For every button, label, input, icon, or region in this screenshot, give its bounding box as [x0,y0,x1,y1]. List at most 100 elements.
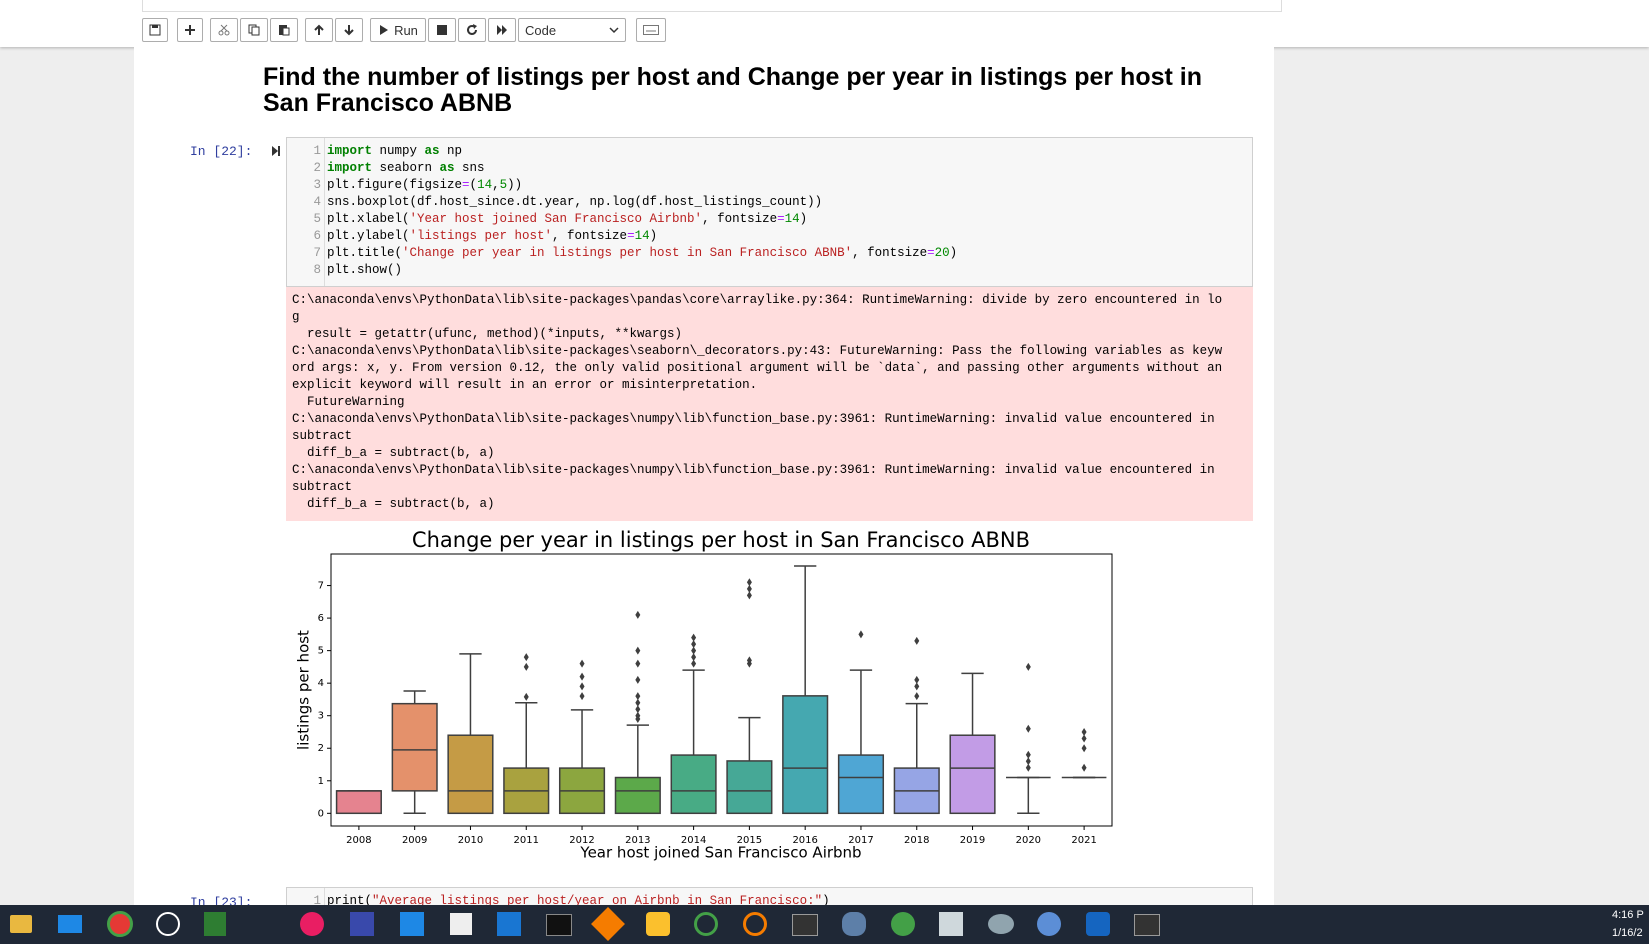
outlier [635,692,641,701]
explorer-icon[interactable] [10,915,32,933]
x-tick-label: 2015 [737,835,762,846]
notepad-icon[interactable] [450,913,472,935]
app-icon[interactable] [350,912,374,936]
line-number: 1 [313,894,321,908]
outlier [1025,763,1031,772]
header-strip [142,0,1282,12]
line-number: 4 [313,195,321,209]
icon [344,25,354,36]
add-cell-button[interactable] [177,18,203,42]
mongo-icon[interactable] [891,912,915,936]
paste-button[interactable] [270,18,298,42]
box [726,760,773,815]
x-tick-label: 2019 [960,835,985,846]
r-icon[interactable] [1037,912,1061,936]
icon [248,24,260,36]
outlier [691,633,697,642]
outlier [746,591,752,600]
line-number: 6 [313,229,321,243]
outlier [1081,727,1087,736]
code-cell[interactable]: 1 import numpy as np 2 import seaborn as sn… [286,137,1253,287]
outlier [691,646,697,655]
box [391,702,438,792]
x-tick-label: 2020 [1016,835,1041,846]
outlier [523,653,529,662]
rstudio-icon[interactable] [988,914,1014,934]
chart-title: Change per year in listings per host in … [412,528,1030,552]
toolbar: Run Code [0,0,1649,47]
code-line: plt.figure(figsize=(14,5)) [327,178,523,192]
tableau-icon[interactable] [939,912,963,936]
chrome-icon[interactable] [107,911,133,937]
stop-button[interactable] [428,18,456,42]
box [447,734,494,815]
outlier [635,705,641,714]
git-icon[interactable] [591,907,625,941]
icon [380,25,389,35]
copy-button[interactable] [240,18,268,42]
cell-type-select[interactable]: Code [518,18,626,42]
save-button[interactable] [142,18,168,42]
outlier [1025,724,1031,733]
python-icon[interactable] [646,912,670,936]
outlier [1081,744,1087,753]
run-all-button[interactable] [488,18,516,42]
window-icon[interactable] [1134,914,1160,936]
stderr-line: diff_b_a = subtract(b, a) [292,446,495,460]
code-line: sns.boxplot(df.host_since.dt.year, np.lo… [327,195,823,209]
vscode-icon[interactable] [497,912,521,936]
icon [149,24,161,36]
keyboard-button[interactable] [636,18,666,42]
box [614,776,661,815]
outlier [691,653,697,662]
icon [185,25,195,35]
run-button[interactable]: Run [370,18,426,42]
postgres-icon[interactable] [842,912,866,936]
terminal-icon[interactable] [546,914,572,936]
markdown-heading: Find the number of listings per host and… [263,63,1202,117]
move-down-button[interactable] [335,18,363,42]
move-up-button[interactable] [305,18,333,42]
outlier [1081,734,1087,743]
restart-button[interactable] [458,18,486,42]
x-tick-label: 2013 [625,835,650,846]
outlier [1081,763,1087,772]
stderr-line: FutureWarning [292,395,405,409]
stderr-line: subtract [292,429,353,443]
run-label: Run [394,22,418,38]
stderr-line: explicit keyword will result in an error… [292,378,758,392]
icon [643,25,659,35]
outlier [579,659,585,668]
mail-icon[interactable] [58,915,82,933]
outlier [635,698,641,707]
project-icon[interactable] [204,912,226,936]
outlier [691,640,697,649]
y-tick-label: 2 [318,743,324,754]
cell-type-label: Code [525,22,557,38]
outlier [523,662,529,671]
cut-button[interactable] [210,18,238,42]
outlier [635,659,641,668]
box [670,754,717,815]
outlier [1025,662,1031,671]
x-tick-label: 2014 [681,835,706,846]
slack-icon[interactable] [300,912,324,936]
window-icon[interactable] [792,914,818,936]
jupyter-icon[interactable] [743,912,767,936]
icon [314,24,324,35]
stderr-line: C:\anaconda\envs\PythonData\lib\site-pac… [292,463,1215,477]
dell-icon[interactable] [156,912,180,936]
y-tick-label: 4 [318,678,324,689]
run-cell-icon[interactable] [271,145,281,157]
outlier [746,578,752,587]
calendar-icon[interactable] [400,912,424,936]
outlook-icon[interactable] [1086,912,1110,936]
stderr-line: C:\anaconda\envs\PythonData\lib\site-pac… [292,344,1223,358]
anaconda-icon[interactable] [694,912,718,936]
line-number: 3 [313,178,321,192]
icon [497,25,507,35]
code-line: plt.xlabel('Year host joined San Francis… [327,212,808,226]
outlier [579,692,585,701]
x-tick-label: 2011 [514,835,539,846]
x-tick-label: 2012 [569,835,594,846]
